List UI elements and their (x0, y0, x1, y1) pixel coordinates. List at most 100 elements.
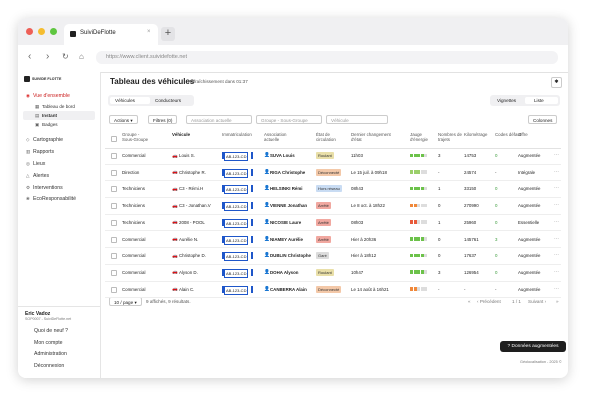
column-header[interactable]: Association actuelle (264, 132, 287, 142)
url: https://www.client.suividefotte.net (106, 54, 188, 60)
offer: Augmentée (518, 286, 541, 292)
tab-vehicles[interactable]: Véhicules (115, 98, 135, 103)
energy-segment-filled (410, 170, 413, 174)
previous[interactable]: ‹ Précédent (477, 299, 501, 304)
row-menu[interactable]: ⋯ (554, 202, 559, 209)
row-menu[interactable]: ⋯ (554, 252, 559, 259)
checkbox[interactable] (111, 236, 117, 243)
minimize-dot[interactable] (38, 28, 45, 35)
settings[interactable]: ✱ (551, 77, 562, 88)
first-page[interactable]: « (468, 299, 471, 304)
mileage: 126954 (464, 269, 479, 275)
tab-close[interactable]: × (147, 29, 151, 35)
menu-item[interactable]: Cartographie (33, 137, 63, 143)
menu-item[interactable]: Interventions (33, 185, 63, 191)
vehicle-icon: 🚗 (172, 236, 178, 241)
tab-title: SuiviDeFlotte (80, 30, 116, 36)
checkbox[interactable] (111, 153, 117, 159)
column-header[interactable]: Nombres de trajets (438, 132, 462, 142)
menu-item[interactable]: EcoResponsabilité (33, 196, 76, 202)
checkbox[interactable] (111, 286, 117, 293)
column-header[interactable]: Jauge d'énergie (410, 132, 428, 142)
row-menu[interactable]: ⋯ (554, 168, 559, 175)
forward[interactable]: › (46, 51, 50, 62)
select[interactable]: Groupe - Sous-Groupe (256, 115, 322, 124)
footer-menu-item[interactable]: Mon compte (34, 339, 63, 346)
energy-segment-filled (417, 253, 421, 258)
table-row (105, 164, 561, 182)
menu-item[interactable]: Alertes (33, 173, 50, 179)
home[interactable]: ⌂ (79, 52, 84, 61)
select-label: Véhicule (331, 118, 349, 123)
row-menu[interactable]: ⋯ (554, 218, 559, 225)
filters-button[interactable]: Filtres (0) (148, 115, 178, 124)
checkbox[interactable] (111, 219, 117, 226)
table-row (105, 281, 561, 299)
offer: Intégrale (518, 169, 536, 175)
column-header[interactable]: Groupe - Sous-Groupe (122, 132, 149, 142)
menu-item[interactable]: Instant (42, 113, 58, 118)
footer-menu-item[interactable]: Quoi de neuf ? (34, 328, 69, 334)
next[interactable]: Suivant › (528, 299, 547, 304)
row-menu[interactable]: ⋯ (554, 235, 559, 242)
menu-item[interactable]: Vue d'ensemble (33, 93, 70, 99)
menu-item[interactable]: Tableau de bord (42, 104, 75, 109)
menu-item[interactable]: Lieux (33, 161, 46, 167)
group: Techniciens (122, 219, 145, 225)
checkbox[interactable] (111, 269, 117, 276)
view-grid[interactable]: Vignettes (497, 98, 517, 103)
page-size[interactable]: 10 / page ▾ (109, 297, 142, 306)
tab-drivers[interactable]: Conducteurs (155, 98, 182, 103)
menu-item[interactable]: Rapports (33, 149, 55, 155)
energy-segment-filled (410, 253, 413, 258)
select[interactable]: Association actuelle (186, 115, 252, 124)
row-menu[interactable]: ⋯ (554, 185, 559, 192)
plate: AB-123-CD (224, 202, 249, 212)
tab[interactable] (64, 24, 158, 45)
new-tab[interactable]: + (161, 27, 175, 41)
group: Direction (122, 169, 140, 175)
reload[interactable]: ↻ (62, 52, 69, 61)
columns-button[interactable]: Colonnes (528, 115, 558, 124)
checkbox[interactable] (111, 136, 117, 142)
row-menu[interactable]: ⋯ (554, 268, 559, 275)
tab-icon (70, 31, 76, 37)
select[interactable]: Véhicule (326, 115, 388, 124)
actions-button[interactable]: Actions ▾ (109, 115, 138, 124)
mileage: 24574 (464, 169, 477, 175)
column-header[interactable]: Codes défaut (495, 132, 522, 137)
help-button[interactable]: ? Données augmentées (500, 341, 566, 352)
trips: 3 (438, 269, 441, 275)
menu-item[interactable]: Badges (42, 122, 58, 127)
row-menu[interactable]: ⋯ (554, 152, 559, 158)
plate-flag (222, 235, 224, 243)
last-page[interactable]: » (556, 299, 559, 304)
address-bar[interactable] (96, 51, 558, 64)
checkbox[interactable] (111, 203, 117, 210)
offer: Augmentée (518, 186, 541, 192)
maximize-dot[interactable] (50, 28, 57, 35)
energy-segment-filled (420, 186, 424, 191)
energy-segment-filled (413, 237, 417, 241)
menu-active (23, 111, 95, 120)
close-dot[interactable] (26, 28, 33, 35)
fault-codes: 0 (495, 203, 498, 209)
column-header[interactable]: Dernier changement d'état (351, 132, 391, 142)
plate-flag (222, 252, 224, 260)
column-header[interactable]: Kilométrage (464, 132, 488, 137)
view-list[interactable]: Liste (534, 98, 544, 103)
last-change: Le 8 oct. à 18h22 (351, 203, 385, 209)
checkbox[interactable] (111, 169, 117, 176)
energy-segment-filled (413, 287, 417, 291)
column-header[interactable]: Véhicule (172, 132, 191, 137)
checkbox[interactable] (111, 186, 117, 193)
vehicle-icon: 🚗 (172, 269, 178, 275)
column-header[interactable]: Offre (518, 132, 528, 137)
footer-menu-item[interactable]: Administration (34, 351, 67, 357)
row-menu[interactable]: ⋯ (554, 285, 559, 292)
footer-menu-item[interactable]: Déconnexion (34, 362, 65, 369)
column-header[interactable]: Immatriculation (222, 132, 252, 137)
back[interactable]: ‹ (28, 51, 32, 62)
checkbox[interactable] (111, 253, 117, 260)
column-header[interactable]: État de circulation (316, 132, 336, 142)
